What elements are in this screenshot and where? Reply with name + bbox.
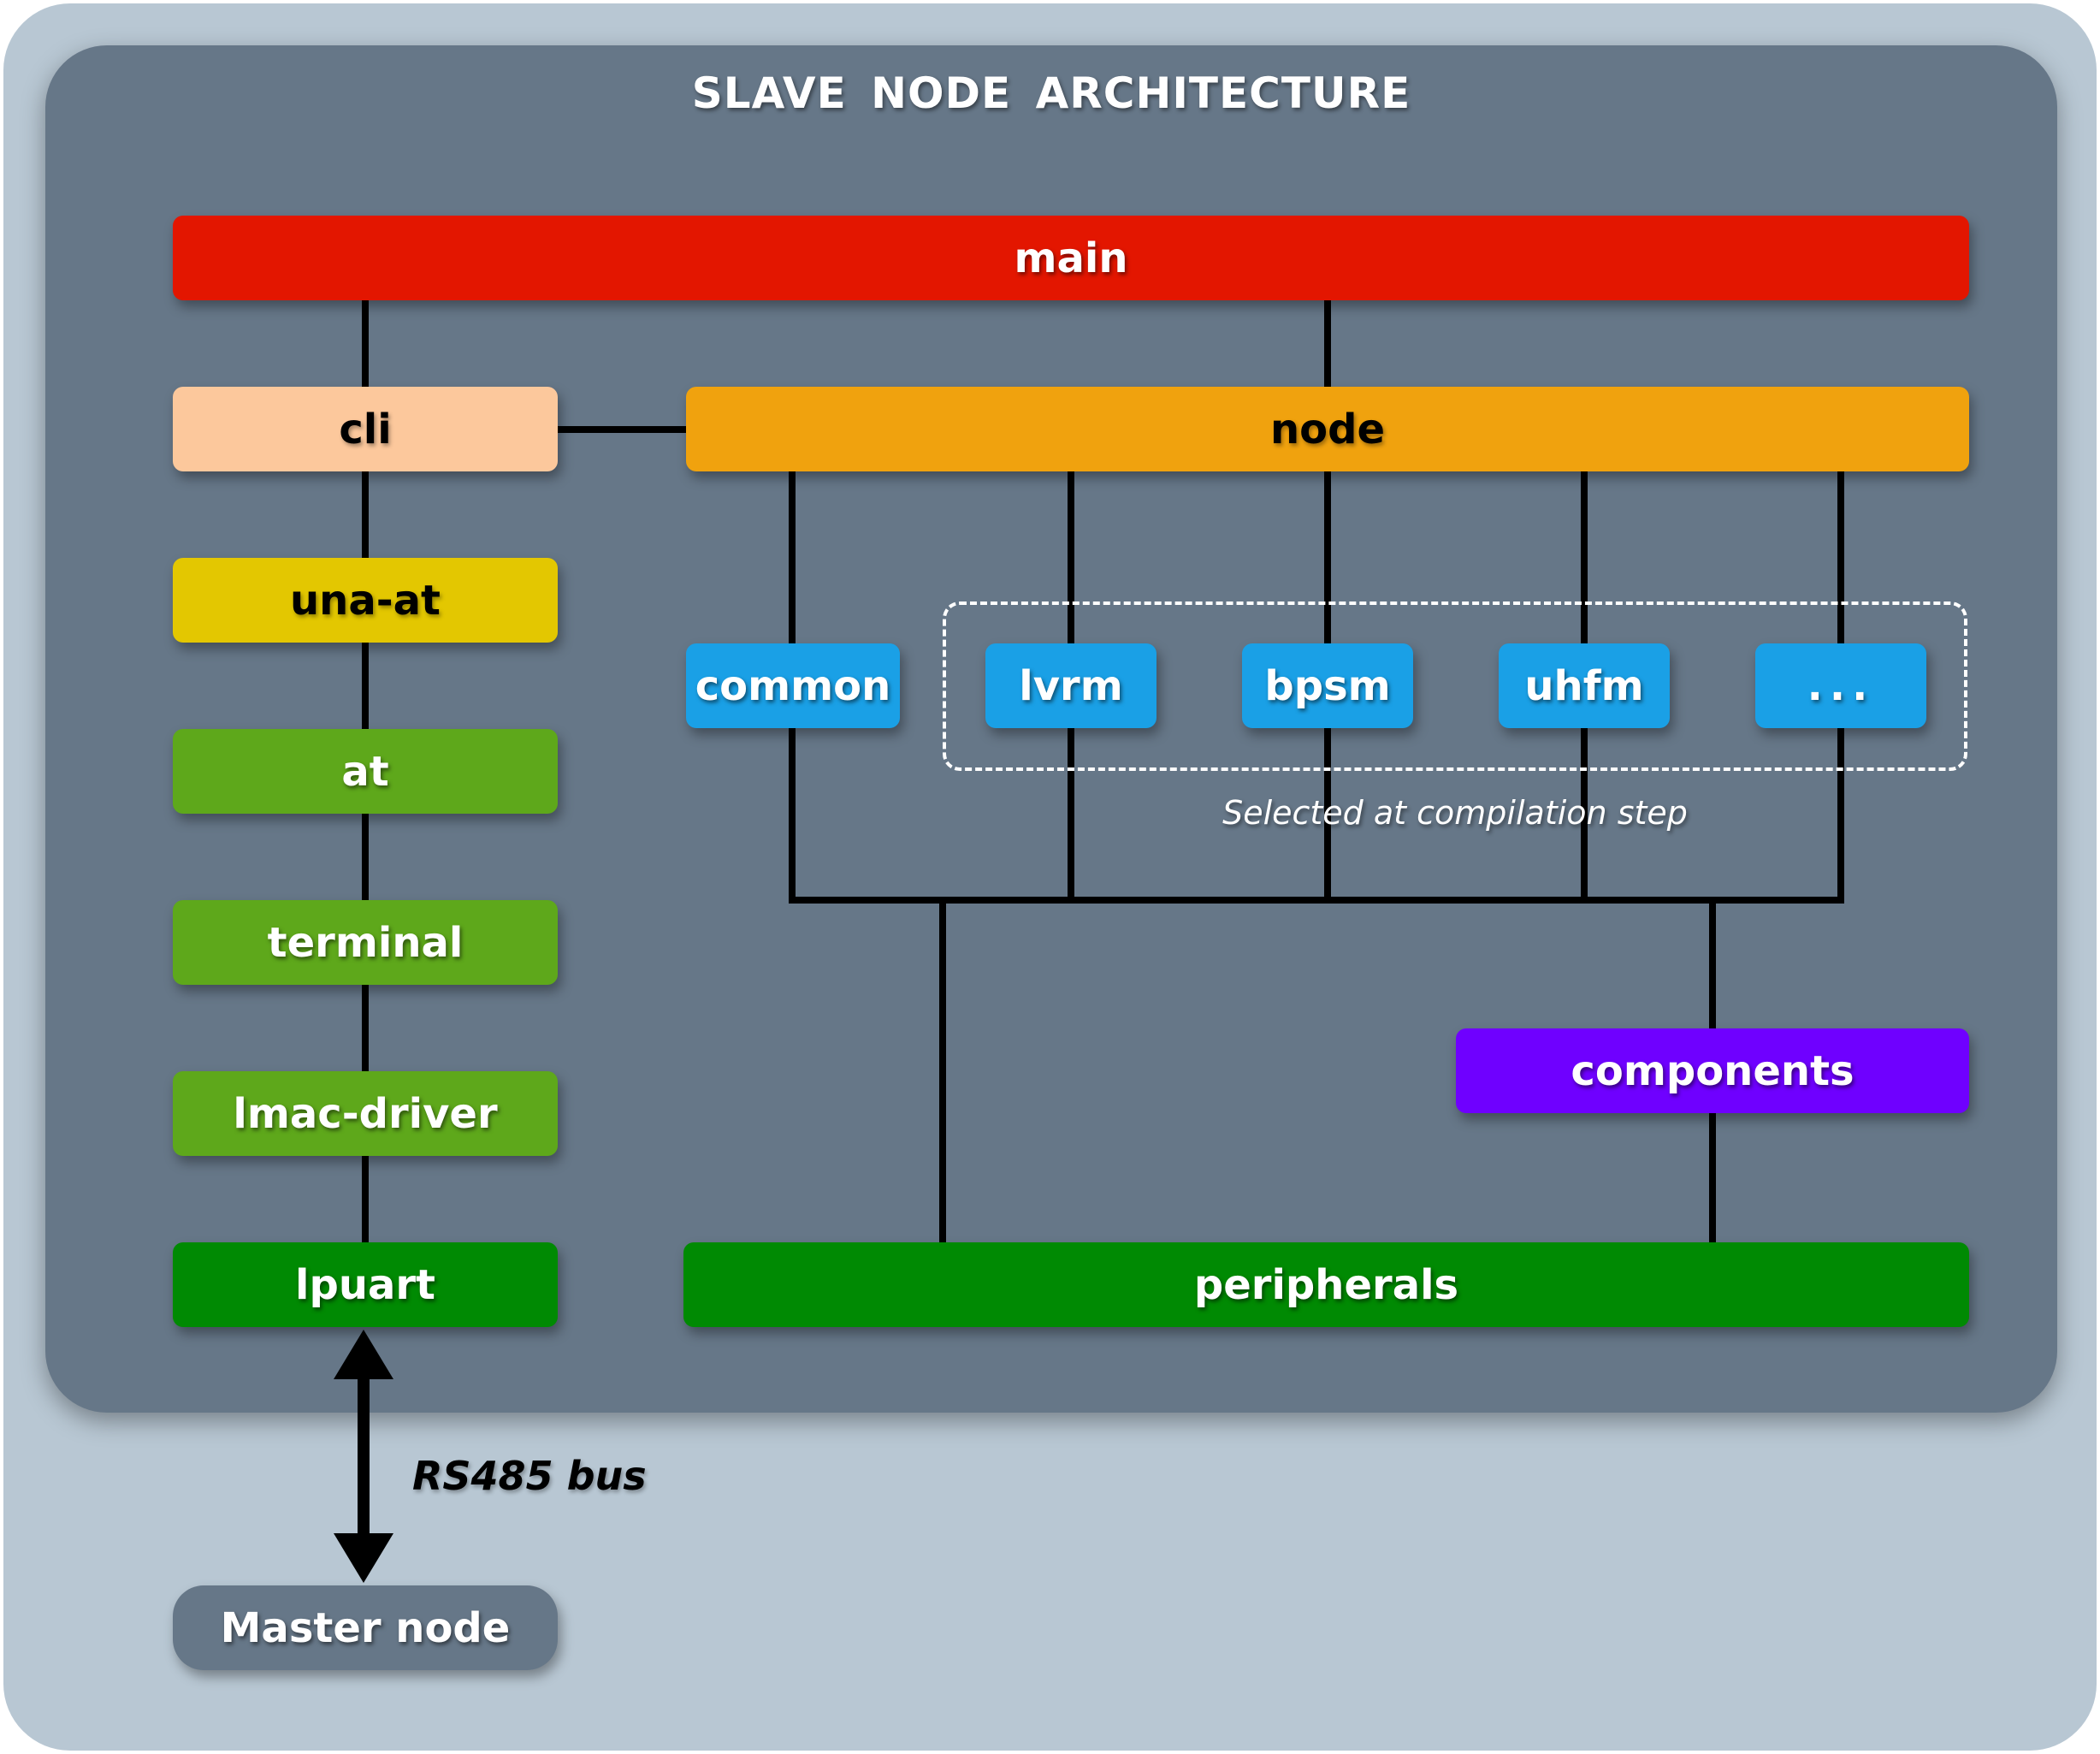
connector-drivers-bus <box>789 897 1844 904</box>
module-lmac-driver: lmac-driver <box>173 1071 558 1156</box>
connector-main-cli <box>362 299 369 388</box>
compile-time-selection-group <box>943 601 1967 771</box>
module-bpsm: bpsm <box>1242 643 1413 728</box>
module-common: common <box>686 643 900 728</box>
master-node: Master node <box>173 1585 558 1670</box>
connector-main-node <box>1324 299 1331 388</box>
selection-note: Selected at compilation step <box>1222 794 1688 832</box>
module-components: components <box>1456 1028 1969 1113</box>
module-at: at <box>173 729 558 814</box>
module-lvrm: lvrm <box>985 643 1156 728</box>
module-cli: cli <box>173 387 558 471</box>
module-main: main <box>173 216 1969 300</box>
module-node: node <box>686 387 1969 471</box>
connector-cli-stack <box>362 469 369 1247</box>
bus-label: RS485 bus <box>412 1453 647 1499</box>
module-peripherals: peripherals <box>683 1242 1969 1327</box>
module-una-at: una-at <box>173 558 558 643</box>
module-uhfm: uhfm <box>1499 643 1670 728</box>
module-lpuart: lpuart <box>173 1242 558 1327</box>
connector-cli-node <box>557 426 688 433</box>
module-terminal: terminal <box>173 900 558 985</box>
rs485-bus-arrow <box>334 1330 393 1583</box>
module-more: ... <box>1755 643 1926 728</box>
diagram-title: SLAVE NODE ARCHITECTURE <box>691 68 1411 118</box>
connector-bus-peripherals <box>939 897 946 1247</box>
